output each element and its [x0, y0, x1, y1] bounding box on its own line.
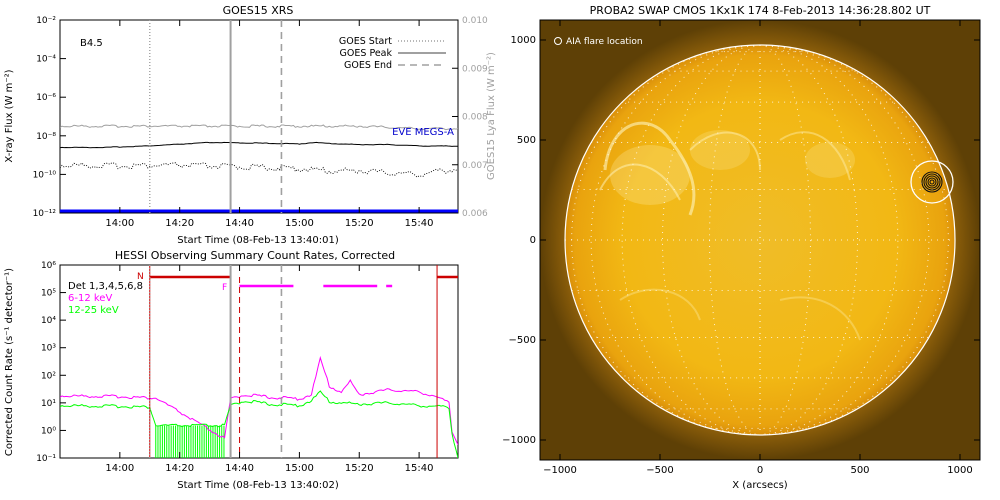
x-tick-label: 14:20 — [165, 463, 194, 474]
y-tick-label: 10⁴ — [41, 316, 56, 326]
goes-class-label: B4.5 — [80, 38, 103, 49]
swap-x-axis-label: X (arcsecs) — [732, 480, 788, 491]
hessi-frame — [59, 264, 459, 459]
x-tick-label: 14:40 — [225, 218, 254, 229]
legend-goes-peak: GOES Peak — [340, 48, 393, 59]
x-tick-label: 14:40 — [225, 463, 254, 474]
x-tick-label: 15:20 — [345, 463, 374, 474]
y-tick-label: 10⁻¹ — [36, 454, 56, 464]
goes-panel: GOES15 XRS 14:00 14:20 14:40 15:00 15:20 15:4… — [4, 4, 497, 246]
eve-megs-label: EVE MEGS-A — [392, 127, 454, 138]
y-tick-label: 10⁻⁶ — [36, 93, 56, 103]
saa-f-label: F — [222, 283, 227, 293]
goes-y2-axis-label: GOES15 Lya Flux (W m⁻²) — [486, 52, 497, 180]
longitude-line — [759, 45, 949, 435]
y-tick-label: 10⁶ — [41, 261, 56, 271]
flare-contour — [921, 171, 943, 193]
x-tick-label: 14:00 — [105, 463, 134, 474]
x-tick-label: 1000 — [947, 465, 972, 476]
y-tick-label: 10³ — [41, 344, 56, 354]
hessi-panel: HESSI Observing Summary Count Rates, Cor… — [4, 249, 459, 491]
swap-title: PROBA2 SWAP CMOS 1Kx1K 174 8-Feb-2013 14… — [590, 4, 931, 17]
y-tick-label: 10⁻¹⁰ — [33, 170, 57, 180]
heliographic-grid — [565, 45, 955, 435]
y2-tick-label: 0.009 — [462, 64, 488, 74]
y2-tick-label: 0.008 — [462, 113, 488, 123]
hessi-y-axis-label: Corrected Count Rate (s⁻¹ detector⁻¹) — [4, 268, 15, 456]
x-tick-label: −500 — [646, 465, 673, 476]
goes-long-channel-line — [60, 141, 458, 149]
sun-disk — [565, 45, 955, 435]
x-tick-label: 15:40 — [405, 218, 434, 229]
y2-tick-label: 0.007 — [462, 161, 488, 171]
legend-goes-end: GOES End — [344, 60, 392, 71]
y-tick-label: 500 — [517, 135, 536, 146]
y-tick-label: 10⁰ — [41, 426, 56, 436]
x-tick-label: 15:00 — [285, 218, 314, 229]
y-tick-label: −1000 — [502, 435, 536, 446]
x-tick-label: 15:40 — [405, 463, 434, 474]
x-tick-label: 15:00 — [285, 463, 314, 474]
x-tick-label: −1000 — [543, 465, 577, 476]
swap-y-ticks: −1000 −500 0 500 1000 — [502, 35, 980, 446]
y-tick-label: 10² — [41, 371, 56, 381]
hessi-title: HESSI Observing Summary Count Rates, Cor… — [115, 249, 395, 262]
y-tick-label: 10⁻² — [36, 16, 56, 26]
hessi-data-layer — [60, 265, 458, 458]
y2-tick-label: 0.010 — [462, 16, 488, 26]
goes-title: GOES15 XRS — [223, 4, 294, 17]
goes-x-axis-label: Start Time (08-Feb-13 13:40:01) — [177, 235, 339, 246]
hessi-12-25-kev-line — [60, 390, 458, 458]
sun-features — [599, 121, 861, 341]
x-tick-label: 14:00 — [105, 218, 134, 229]
swap-x-ticks: −1000 −500 0 500 1000 — [543, 20, 973, 476]
hessi-x-axis-label: Start Time (08-Feb-13 13:40:02) — [177, 480, 339, 491]
flare-contour — [925, 175, 939, 189]
y-tick-label: 0 — [530, 235, 536, 246]
goes-lya-line — [60, 124, 458, 131]
y-tick-label: 10⁻⁸ — [36, 132, 56, 142]
hessi-y-ticks: 10⁻¹ 10⁰ 10¹ 10² 10³ 10⁴ 10⁵ 10⁶ — [36, 261, 66, 464]
x-tick-label: 0 — [757, 465, 763, 476]
x-tick-label: 500 — [850, 465, 869, 476]
flare-contour — [929, 179, 935, 185]
aia-legend-symbol — [554, 37, 562, 45]
flare-contour — [927, 177, 937, 187]
goes-legend: GOES Start GOES Peak GOES End — [339, 36, 446, 71]
goes-y-axis-label: X-ray Flux (W m⁻²) — [4, 69, 15, 162]
hessi-x-ticks: 14:00 14:20 14:40 15:00 15:20 15:40 — [105, 265, 434, 474]
x-tick-label: 15:20 — [345, 218, 374, 229]
goes-x-ticks: 14:00 14:20 14:40 15:00 15:20 15:40 — [105, 20, 434, 229]
y-tick-label: 10¹ — [41, 399, 56, 409]
legend-12-25-kev: 12-25 keV — [68, 305, 119, 316]
goes-y-ticks: 10⁻¹² 10⁻¹⁰ 10⁻⁸ 10⁻⁶ 10⁻⁴ 10⁻² — [33, 16, 66, 219]
goes-y2-ticks: 0.006 0.007 0.008 0.009 0.010 — [452, 16, 488, 219]
legend-goes-start: GOES Start — [339, 36, 392, 47]
y-tick-label: 1000 — [511, 35, 536, 46]
hessi-6-12-kev-line — [60, 355, 458, 446]
x-tick-label: 14:20 — [165, 218, 194, 229]
swap-panel: PROBA2 SWAP CMOS 1Kx1K 174 8-Feb-2013 14… — [502, 4, 981, 491]
aia-flare-marker — [910, 160, 954, 204]
y2-tick-label: 0.006 — [462, 209, 488, 219]
y-tick-label: 10⁻⁴ — [36, 55, 56, 65]
aia-legend-label: AIA flare location — [566, 37, 643, 47]
y-tick-label: −500 — [509, 335, 536, 346]
goes-data-layer — [60, 20, 458, 213]
solar-limb — [564, 44, 956, 436]
swap-image — [540, 20, 980, 460]
legend-6-12-kev: 6-12 keV — [68, 293, 112, 304]
longitude-line — [571, 45, 761, 435]
y-tick-label: 10⁵ — [41, 289, 56, 299]
hessi-detector-label: Det 1,3,4,5,6,8 — [68, 281, 143, 292]
flare-location-circle — [910, 160, 954, 204]
night-n-label: N — [137, 272, 144, 282]
flare-contour — [923, 173, 941, 191]
y-tick-label: 10⁻¹² — [33, 209, 57, 219]
hessi-plot-area — [59, 264, 459, 459]
